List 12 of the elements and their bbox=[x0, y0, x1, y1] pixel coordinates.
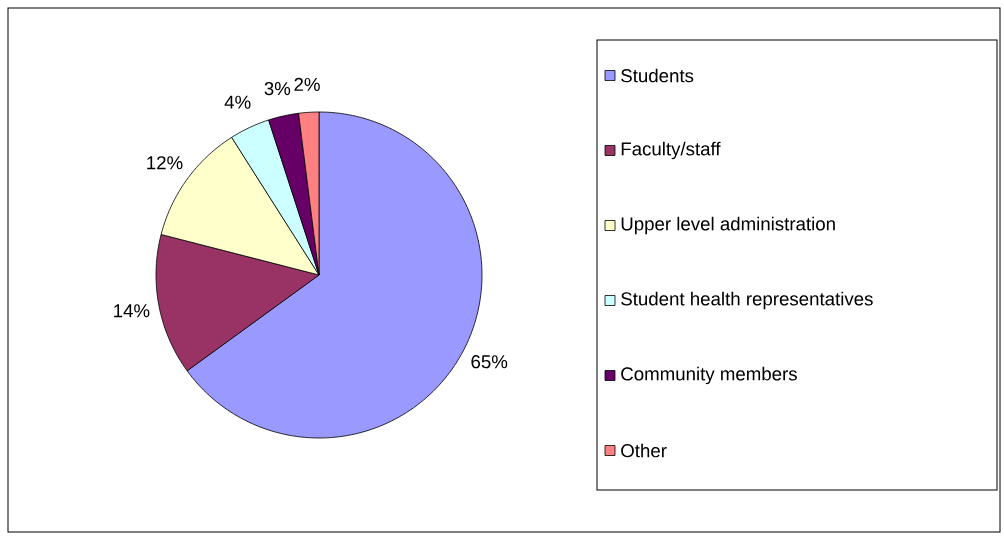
data-label: 3% bbox=[264, 81, 291, 96]
legend-label: Student health representatives bbox=[621, 291, 873, 310]
data-label: 2% bbox=[294, 77, 320, 91]
data-label: 12% bbox=[147, 156, 183, 170]
data-label: 65% bbox=[471, 355, 508, 369]
legend-label: Students bbox=[621, 68, 694, 83]
legend-label: Upper level administration bbox=[621, 216, 835, 235]
data-label: 4% bbox=[224, 95, 251, 109]
data-label: 14% bbox=[114, 304, 150, 318]
legend-label: Other bbox=[621, 443, 667, 458]
legend-label: Community members bbox=[621, 366, 797, 385]
legend-label: Faculty/staff bbox=[621, 141, 721, 160]
